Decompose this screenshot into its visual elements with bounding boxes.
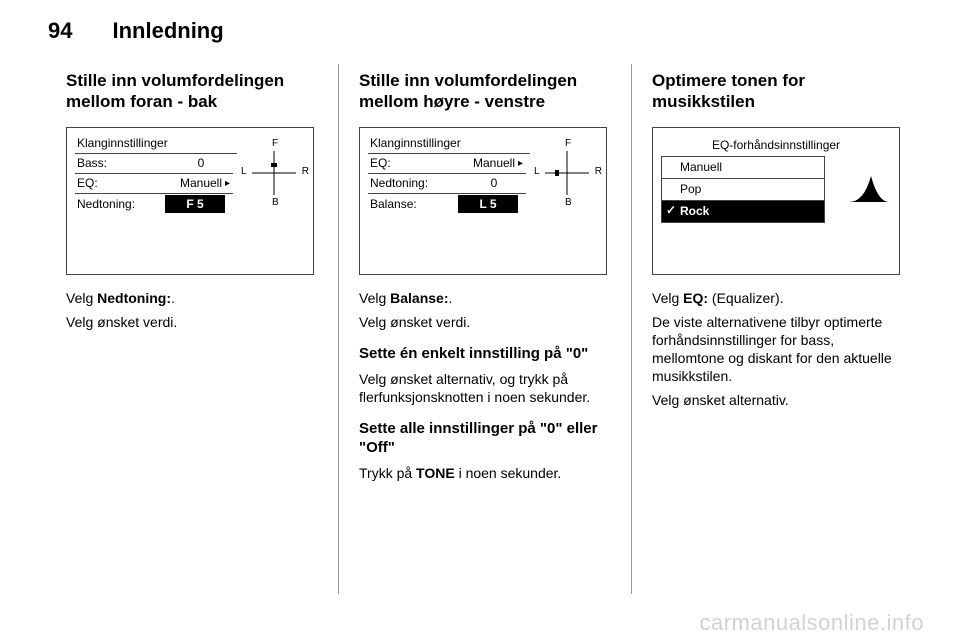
fader-cross-diagram: F B L R (243, 140, 305, 202)
col2-heading: Stille inn volumfordelingen mellom høyre… (359, 70, 611, 113)
col3-display: EQ-forhåndsinnstillinger Manuell Pop ✓ R… (652, 127, 900, 275)
row-value: Manuell (470, 156, 518, 170)
col2-h4b: Sette alle innstillinger på "0" eller "O… (359, 420, 611, 458)
page-number: 94 (48, 18, 72, 44)
watermark: carmanualsonline.info (699, 610, 924, 636)
column-2: Stille inn volumfordelingen mellom høyre… (341, 64, 629, 594)
text-span: Velg (652, 290, 683, 306)
row-value: 0 (470, 176, 518, 190)
cross-left-label: L (534, 166, 540, 177)
display-row: Bass: 0 (75, 154, 233, 174)
col1-heading: Stille inn volumfordelingen mellom foran… (66, 70, 318, 113)
row-value: 0 (177, 156, 225, 170)
text-span: . (171, 290, 175, 306)
eq-item-selected: ✓ Rock (662, 201, 824, 222)
col2-display: Klanginnstillinger EQ: Manuell ▸ Nedtoni… (359, 127, 607, 275)
col3-p1: Velg EQ: (Equalizer). (652, 289, 904, 307)
cross-bottom-label: B (565, 197, 572, 208)
section-title: Innledning (112, 18, 223, 44)
eq-title: EQ-forhåndsinnstillinger (661, 138, 891, 156)
eq-item: Manuell (662, 157, 824, 179)
text-span: Velg (66, 290, 97, 306)
col3-p3: Velg ønsket alternativ. (652, 391, 904, 409)
col3-heading: Optimere tonen for musikkstilen (652, 70, 904, 113)
eq-item-label: Pop (680, 182, 701, 196)
bold-span: EQ: (683, 290, 708, 306)
column-1: Stille inn volumfordelingen mellom foran… (48, 64, 336, 594)
bold-span: Balanse: (390, 290, 448, 306)
balance-cross-diagram: F B L R (536, 140, 598, 202)
col3-p2: De viste alternativene tilbyr optimerte … (652, 313, 904, 386)
chevron-right-icon: ▸ (225, 178, 231, 189)
content-columns: Stille inn volumfordelingen mellom foran… (0, 54, 960, 594)
text-span: i noen sekunder. (455, 465, 562, 481)
cross-right-label: R (302, 166, 309, 177)
cross-top-label: F (272, 138, 278, 149)
display-row: Nedtoning: 0 (368, 174, 526, 194)
eq-item-label: Rock (680, 204, 709, 218)
text-span: Trykk på (359, 465, 416, 481)
text-span: (Equalizer). (708, 290, 783, 306)
col2-p2: Velg ønsket verdi. (359, 313, 611, 331)
display-title: Klanginnstillinger (75, 136, 237, 154)
eq-item: Pop (662, 179, 824, 201)
row-label: Nedtoning: (77, 197, 165, 211)
chevron-right-icon: ▸ (518, 158, 524, 169)
cross-top-label: F (565, 138, 571, 149)
row-label: Balanse: (370, 197, 458, 211)
col2-p3: Velg ønsket alternativ, og trykk på fler… (359, 370, 611, 406)
check-icon: ✓ (666, 203, 676, 217)
cross-left-label: L (241, 166, 247, 177)
display-row: EQ: Manuell ▸ (75, 174, 233, 194)
col1-p2: Velg ønsket verdi. (66, 313, 318, 331)
row-value-highlight: L 5 (458, 195, 518, 213)
col1-p1: Velg Nedtoning:. (66, 289, 318, 307)
display-title: Klanginnstillinger (368, 136, 530, 154)
display-row: Balanse: L 5 (368, 194, 526, 214)
row-value-highlight: F 5 (165, 195, 225, 213)
column-divider (631, 64, 632, 594)
cross-right-label: R (595, 166, 602, 177)
col1-display: Klanginnstillinger Bass: 0 EQ: Manuell ▸… (66, 127, 314, 275)
display-row: EQ: Manuell ▸ (368, 154, 526, 174)
row-value: Manuell (177, 176, 225, 190)
bold-span: TONE (416, 465, 455, 481)
eq-curve-icon (829, 172, 889, 204)
text-span: . (449, 290, 453, 306)
text-span: Velg (359, 290, 390, 306)
col2-p4: Trykk på TONE i noen sekunder. (359, 464, 611, 482)
eq-item-label: Manuell (680, 160, 722, 174)
col2-p1: Velg Balanse:. (359, 289, 611, 307)
column-3: Optimere tonen for musikkstilen EQ-forhå… (634, 64, 922, 594)
eq-list: Manuell Pop ✓ Rock (661, 156, 825, 223)
cross-bottom-label: B (272, 197, 279, 208)
col2-h4a: Sette én enkelt innstilling på "0" (359, 345, 611, 364)
display-row: Nedtoning: F 5 (75, 194, 233, 214)
row-label: Bass: (77, 156, 177, 170)
row-label: EQ: (370, 156, 470, 170)
bold-span: Nedtoning: (97, 290, 171, 306)
column-divider (338, 64, 339, 594)
row-label: Nedtoning: (370, 176, 470, 190)
row-label: EQ: (77, 176, 177, 190)
